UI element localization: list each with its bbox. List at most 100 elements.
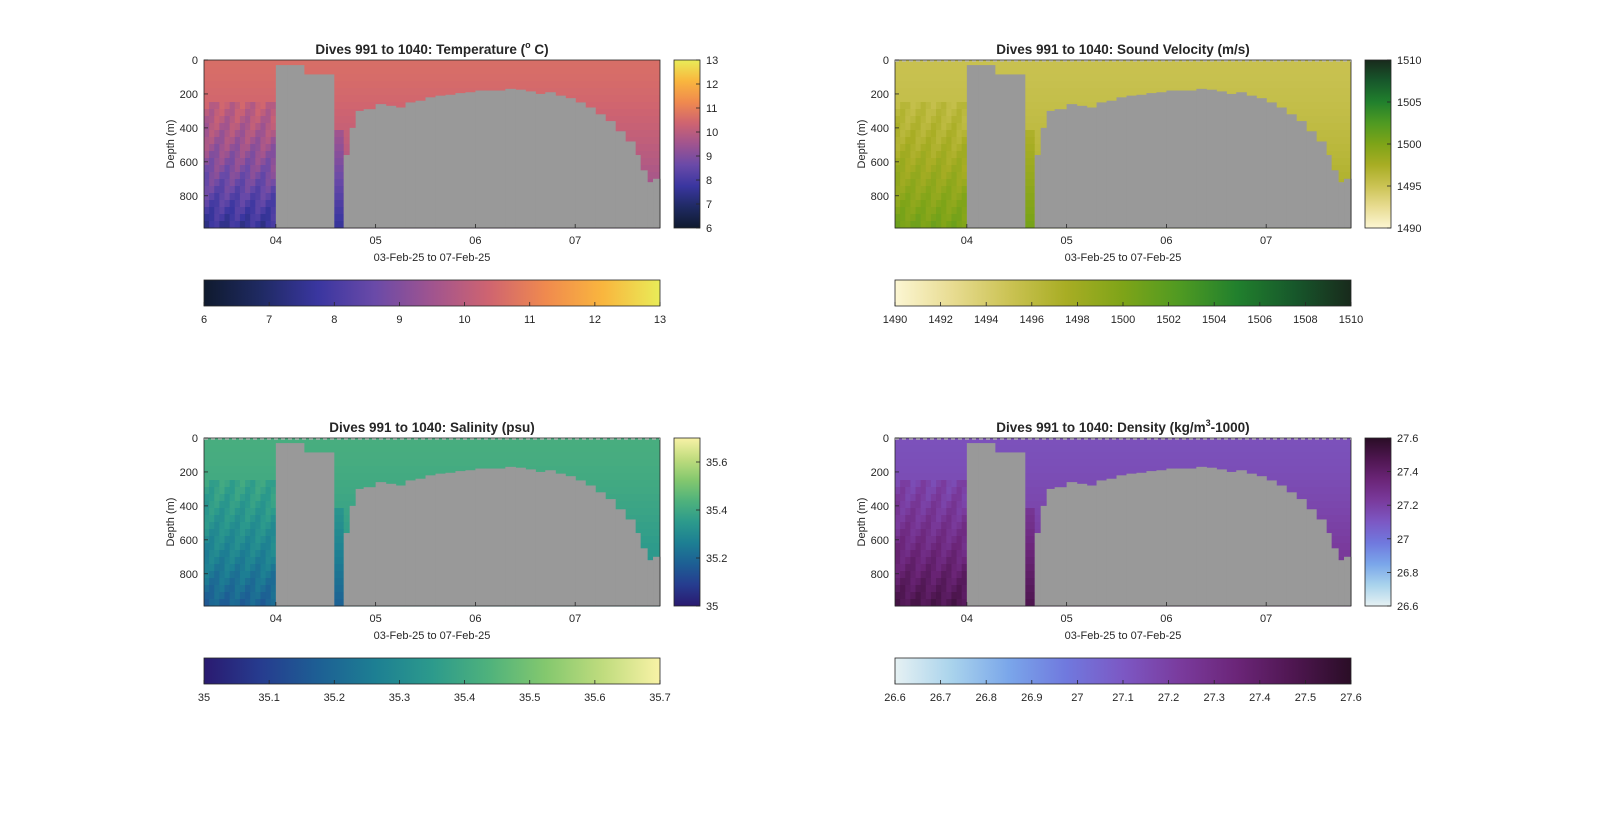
no-data-region: [545, 470, 556, 606]
heatmap-cell: [260, 123, 267, 131]
heatmap-cell: [219, 102, 226, 110]
heatmap-cell: [214, 137, 220, 145]
heatmap-cell: [951, 200, 958, 208]
heatmap-cell: [951, 102, 958, 110]
heatmap-cell: [204, 102, 210, 110]
chart-title: Dives 991 to 1040: Sound Velocity (m/s): [996, 42, 1250, 57]
heatmap-cell: [209, 529, 215, 537]
heatmap-cell: [260, 494, 267, 502]
heatmap-cell: [936, 564, 942, 572]
heatmap-cell: [1024, 221, 1035, 229]
no-data-region: [535, 93, 546, 228]
heatmap-cell: [951, 137, 958, 145]
heatmap-cell: [956, 102, 963, 110]
heatmap-cell: [214, 501, 220, 509]
heatmap-cell: [941, 571, 947, 579]
no-data-region: [647, 560, 654, 606]
heatmap-cell: [219, 529, 226, 537]
heatmap-cell: [209, 578, 215, 586]
colorbar-side-label: 27.6: [1397, 433, 1418, 445]
heatmap-cell: [951, 144, 958, 152]
no-data-region: [485, 468, 506, 606]
heatmap-cell: [204, 221, 210, 229]
heatmap-row: [204, 88, 660, 96]
heatmap-cell: [204, 200, 210, 208]
heatmap-cell: [941, 578, 947, 586]
colorbar-bottom-label: 27.4: [1249, 692, 1270, 704]
heatmap-cell: [214, 172, 220, 180]
heatmap-cell: [209, 480, 215, 488]
heatmap-cell: [936, 116, 942, 124]
heatmap-cell: [265, 221, 272, 229]
heatmap-cell: [333, 585, 344, 593]
colorbar-side-label: 35: [706, 601, 718, 613]
y-tick-label: 600: [180, 157, 198, 169]
heatmap-cell: [209, 557, 215, 565]
heatmap-cell: [250, 529, 256, 537]
heatmap-cell: [910, 137, 917, 145]
heatmap-cell: [204, 165, 210, 173]
heatmap-cell: [219, 480, 226, 488]
colorbar-side-label: 26.6: [1397, 601, 1418, 613]
heatmap-cell: [245, 543, 251, 551]
heatmap-cell: [936, 578, 942, 586]
heatmap-cell: [229, 186, 236, 194]
heatmap-cell: [239, 480, 246, 488]
heatmap-cell: [229, 522, 236, 530]
heatmap-cell: [250, 501, 256, 509]
heatmap-cell: [204, 557, 210, 565]
colorbar-side-label: 8: [706, 175, 712, 187]
heatmap-cell: [245, 571, 251, 579]
heatmap-cell: [229, 571, 236, 579]
heatmap-cell: [961, 501, 968, 509]
heatmap-cell: [946, 592, 952, 600]
heatmap-cell: [265, 543, 272, 551]
x-tick-label: 06: [1160, 235, 1172, 247]
heatmap-cell: [1024, 186, 1035, 194]
no-data-region: [349, 505, 357, 606]
heatmap-cell: [925, 179, 932, 187]
heatmap-cell: [951, 508, 958, 516]
heatmap-cell: [209, 109, 215, 117]
heatmap-cell: [1024, 557, 1035, 565]
no-data-region: [1076, 105, 1088, 228]
heatmap-cell: [941, 200, 947, 208]
colorbar-bottom-label: 6: [201, 314, 207, 326]
heatmap-cell: [239, 214, 246, 222]
heatmap-cell: [270, 536, 277, 544]
heatmap-cell: [905, 193, 911, 201]
no-data-region: [475, 90, 486, 228]
heatmap-cell: [920, 592, 927, 600]
heatmap-cell: [895, 123, 901, 131]
no-data-region: [1146, 93, 1158, 228]
no-data-region: [575, 102, 586, 228]
heatmap-cell: [925, 116, 932, 124]
heatmap-cell: [920, 557, 927, 565]
no-data-region: [287, 65, 305, 228]
heatmap-cell: [224, 151, 231, 159]
colorbar-bottom-label: 27: [1071, 692, 1083, 704]
colorbar-bottom-label: 12: [589, 314, 601, 326]
heatmap-cell: [951, 480, 958, 488]
heatmap-cell: [260, 158, 267, 166]
heatmap-cell: [956, 571, 963, 579]
heatmap-cell: [333, 543, 344, 551]
heatmap-cell: [941, 165, 947, 173]
heatmap-cell: [214, 536, 220, 544]
no-data-region: [1306, 509, 1317, 606]
heatmap-cell: [204, 515, 210, 523]
colorbar-bottom-label: 10: [458, 314, 470, 326]
heatmap-cell: [245, 165, 251, 173]
colorbar-bottom-label: 26.7: [930, 692, 951, 704]
heatmap-cell: [209, 592, 215, 600]
heatmap-cell: [961, 158, 968, 166]
heatmap-cell: [239, 557, 246, 565]
heatmap-cell: [270, 578, 277, 586]
heatmap-cell: [214, 480, 220, 488]
no-data-region: [978, 443, 996, 606]
heatmap-cell: [900, 123, 906, 131]
heatmap-cell: [951, 536, 958, 544]
y-tick-label: 200: [871, 89, 889, 101]
heatmap-cell: [234, 186, 241, 194]
y-axis-label: Depth (m): [165, 120, 177, 169]
